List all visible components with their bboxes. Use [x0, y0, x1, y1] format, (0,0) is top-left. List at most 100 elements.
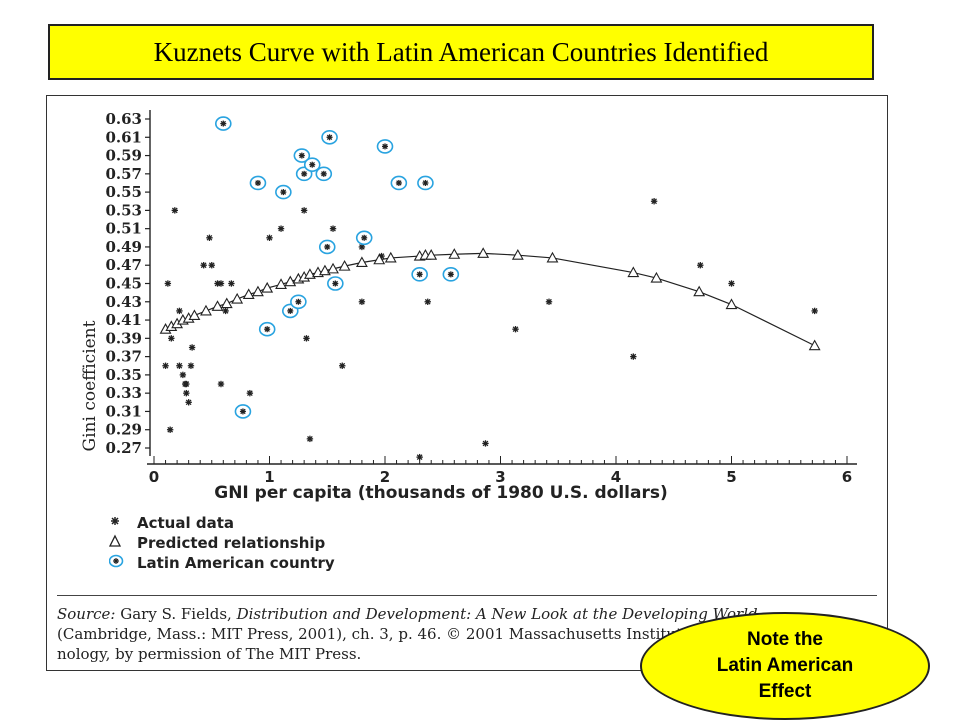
predicted-point: [319, 264, 331, 276]
y-tick-label: 0.51: [105, 220, 142, 238]
latin-american-point: [442, 267, 460, 282]
scatter-chart: 0.270.290.310.330.350.370.390.410.430.45…: [80, 110, 857, 503]
asterisk-icon: [109, 514, 137, 532]
actual-data-point: [176, 307, 183, 315]
x-tick-label: 2: [380, 468, 390, 486]
slide-title-box: Kuznets Curve with Latin American Countr…: [48, 24, 874, 80]
predicted-point: [425, 249, 438, 260]
y-tick-label: 0.35: [105, 366, 142, 384]
actual-data-point: [697, 262, 704, 269]
latin-american-point: [234, 404, 252, 419]
actual-data-point: [512, 325, 519, 333]
x-axis-label: GNI per capita (thousands of 1980 U.S. d…: [214, 483, 668, 503]
predicted-point: [546, 251, 559, 263]
actual-data-point: [206, 234, 213, 242]
latin-american-point: [258, 321, 276, 337]
latin-american-point: [411, 267, 428, 282]
chart-marks: [159, 116, 821, 461]
legend-item-predicted: Predicted relationship: [108, 533, 335, 553]
actual-data-point: [166, 426, 174, 433]
predicted-point: [220, 297, 233, 309]
predicted-point: [355, 256, 368, 268]
x-tick-label: 1: [264, 468, 274, 486]
predicted-point: [275, 278, 287, 289]
predicted-point: [384, 251, 397, 263]
latin-american-point: [327, 276, 344, 291]
callout-line-2: Latin American: [716, 655, 854, 676]
predicted-point: [477, 247, 490, 258]
predicted-point: [373, 253, 386, 265]
actual-data-point: [217, 380, 225, 388]
predicted-point: [303, 268, 316, 279]
latin-american-point: [315, 166, 333, 182]
predicted-point: [261, 281, 274, 293]
x-tick-label: 4: [611, 468, 621, 486]
y-tick-label: 0.57: [105, 165, 142, 183]
actual-data-point: [183, 389, 190, 397]
predicted-point: [200, 304, 212, 316]
actual-data-point: [339, 362, 346, 369]
legend-label-latin: Latin American country: [137, 554, 335, 572]
latin-american-point: [275, 184, 292, 200]
actual-data-point: [176, 362, 183, 369]
actual-data-point: [358, 298, 366, 305]
actual-data-point: [728, 280, 735, 287]
y-tick-label: 0.37: [105, 348, 142, 366]
y-tick-label: 0.41: [105, 311, 142, 329]
actual-data-point: [266, 234, 273, 242]
actual-data-point: [179, 371, 187, 379]
predicted-point: [242, 288, 255, 300]
actual-data-point: [424, 298, 431, 305]
latin-american-point: [290, 294, 307, 310]
actual-data-point: [416, 453, 423, 461]
y-tick-label: 0.29: [105, 421, 142, 439]
latin-american-point: [318, 239, 336, 255]
latin-american-point: [376, 139, 394, 154]
y-tick-label: 0.61: [105, 128, 142, 146]
slide-title: Kuznets Curve with Latin American Countr…: [153, 36, 769, 67]
actual-data-point: [187, 362, 195, 369]
source-line-2: (Cambridge, Mass.: MIT Press, 2001), ch.…: [57, 625, 756, 643]
predicted-point: [650, 271, 663, 283]
latin-american-point: [303, 157, 321, 172]
chart-axes: 0.270.290.310.330.350.370.390.410.430.45…: [105, 110, 857, 486]
latin-american-point: [417, 175, 434, 191]
actual-data-point: [188, 344, 196, 351]
legend-label-actual: Actual data: [137, 514, 234, 532]
latin-american-point: [321, 129, 338, 145]
predicted-point: [327, 262, 339, 274]
legend-item-latin: Latin American country: [108, 553, 335, 573]
actual-data-point: [277, 225, 285, 232]
actual-data-point: [183, 380, 190, 388]
latin-american-point: [355, 230, 373, 246]
triangle-icon: [108, 534, 137, 552]
predicted-point: [338, 260, 351, 271]
y-tick-label: 0.27: [105, 439, 142, 457]
figure-panel: 0.27 0.29 0.31 0.33 0.35 0.37 0.39 0.41 0.43 0.45…: [46, 95, 888, 671]
legend-label-predicted: Predicted relationship: [137, 534, 326, 552]
y-tick-label: 0.53: [105, 201, 142, 219]
actual-data-point: [630, 353, 637, 360]
actual-data-point: [162, 362, 169, 369]
y-tick-label: 0.49: [105, 238, 142, 256]
y-tick-label: 0.33: [105, 384, 142, 402]
predicted-point: [448, 248, 461, 259]
callout-line-3: Effect: [758, 681, 812, 702]
actual-data-point: [650, 198, 658, 205]
latin-american-point: [390, 175, 408, 191]
actual-data-point: [222, 307, 229, 315]
y-tick-label: 0.43: [105, 293, 142, 311]
source-line-3: nology, by permission of The MIT Press.: [57, 645, 362, 663]
latin-american-point: [293, 148, 311, 163]
y-tick-label: 0.31: [105, 402, 142, 420]
y-tick-label: 0.55: [105, 183, 142, 201]
y-axis-label: Gini coefficient: [80, 320, 100, 451]
predicted-point: [252, 285, 264, 297]
source-label: Source:: [57, 605, 116, 623]
source-book: Distribution and Development: A New Look…: [236, 605, 758, 623]
predicted-point: [188, 309, 201, 321]
actual-data-point: [811, 307, 818, 315]
actual-data-point: [545, 298, 553, 305]
legend-item-actual: Actual data: [109, 513, 335, 533]
actual-data-point: [246, 389, 254, 397]
